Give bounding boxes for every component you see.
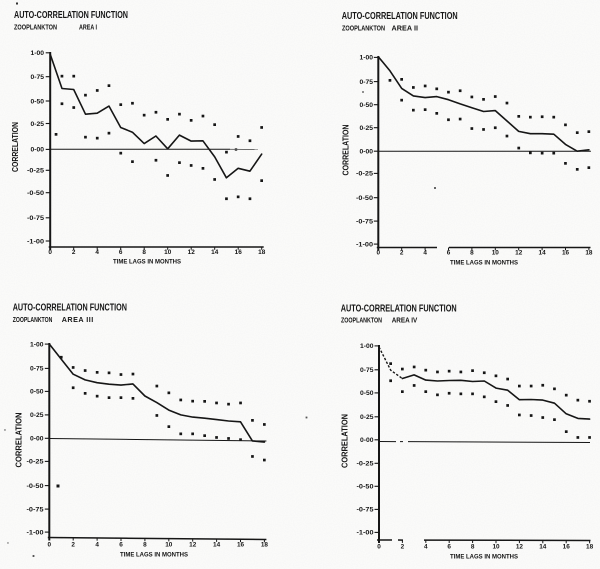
svg-text:1-00: 1-00 — [360, 55, 374, 62]
svg-text:-0-25: -0-25 — [27, 459, 44, 466]
svg-text:12: 12 — [516, 544, 524, 551]
svg-text:0-75: 0-75 — [31, 74, 45, 81]
svg-text:1-00: 1-00 — [31, 50, 45, 57]
svg-text:0-00: 0-00 — [360, 149, 374, 156]
svg-text:0-00: 0-00 — [31, 147, 45, 154]
svg-text:0-50: 0-50 — [360, 390, 374, 397]
svg-text:4: 4 — [423, 250, 427, 257]
svg-text:CORRELATION: CORRELATION — [339, 414, 349, 468]
svg-text:16: 16 — [563, 544, 571, 551]
svg-text:TIME LAGS IN MONTHS: TIME LAGS IN MONTHS — [450, 554, 518, 561]
svg-text:CORRELATION: CORRELATION — [340, 125, 350, 176]
svg-text:4: 4 — [95, 249, 99, 256]
svg-text:-0-25: -0-25 — [356, 171, 373, 178]
svg-text:-0-75: -0-75 — [357, 507, 374, 514]
svg-text:18: 18 — [261, 542, 269, 549]
svg-text:ZOOPLANKTON: ZOOPLANKTON — [342, 23, 385, 32]
svg-text:-0-75: -0-75 — [356, 218, 373, 225]
svg-text:8: 8 — [471, 544, 475, 551]
svg-text:2: 2 — [400, 250, 404, 257]
svg-text:-1-00: -1-00 — [27, 238, 44, 245]
svg-text:-0-75: -0-75 — [27, 215, 44, 222]
svg-text:AREA II: AREA II — [392, 23, 419, 32]
svg-text:6: 6 — [119, 542, 123, 549]
svg-text:-0-50: -0-50 — [27, 483, 44, 490]
svg-text:-1-00: -1-00 — [357, 530, 374, 537]
svg-text:0-75: 0-75 — [360, 79, 374, 86]
svg-text:-0-25: -0-25 — [27, 168, 44, 175]
svg-text:0-25: 0-25 — [31, 121, 45, 128]
svg-text:AUTO-CORRELATION FUNCTION: AUTO-CORRELATION FUNCTION — [14, 10, 128, 21]
svg-text:ZOOPLANKTON: ZOOPLANKTON — [13, 315, 53, 324]
svg-text:14: 14 — [539, 544, 547, 551]
svg-text:8: 8 — [142, 249, 146, 256]
svg-text:-0-50: -0-50 — [357, 484, 374, 491]
svg-text:12: 12 — [188, 249, 196, 256]
svg-text:16: 16 — [235, 249, 243, 256]
svg-text:0-25: 0-25 — [360, 414, 374, 421]
svg-text:0-00: 0-00 — [360, 437, 374, 444]
svg-text:0-50: 0-50 — [360, 102, 374, 109]
svg-text:CORRELATION: CORRELATION — [13, 413, 23, 468]
svg-text:10: 10 — [492, 544, 500, 551]
svg-text:ZOOPLANKTON: ZOOPLANKTON — [341, 315, 382, 324]
svg-text:1-00: 1-00 — [30, 341, 44, 348]
svg-text:TIME LAGS IN MONTHS: TIME LAGS IN MONTHS — [120, 552, 188, 559]
svg-text:AREA III: AREA III — [62, 315, 94, 324]
svg-text:8: 8 — [143, 542, 147, 549]
svg-text:TIME LAGS IN MONTHS: TIME LAGS IN MONTHS — [113, 259, 181, 266]
svg-text:0: 0 — [48, 249, 52, 256]
svg-text:6: 6 — [447, 250, 451, 257]
svg-text:-1-00: -1-00 — [356, 241, 373, 248]
svg-text:2: 2 — [72, 249, 76, 256]
svg-text:AUTO-CORRELATION FUNCTION: AUTO-CORRELATION FUNCTION — [341, 304, 457, 315]
svg-text:10: 10 — [164, 249, 172, 256]
svg-text:18: 18 — [586, 544, 594, 551]
svg-text:AREA I: AREA I — [79, 23, 97, 32]
svg-text:AREA IV: AREA IV — [392, 315, 418, 324]
svg-text:ZOOPLANKTON: ZOOPLANKTON — [14, 23, 57, 32]
svg-text:-1-00: -1-00 — [27, 529, 44, 536]
svg-text:10: 10 — [165, 542, 173, 549]
svg-text:6: 6 — [119, 249, 123, 256]
svg-text:AUTO-CORRELATION FUNCTION: AUTO-CORRELATION FUNCTION — [342, 11, 458, 22]
svg-text:16: 16 — [237, 542, 245, 549]
svg-text:0-50: 0-50 — [31, 98, 45, 105]
svg-text:2: 2 — [71, 542, 75, 549]
svg-text:0: 0 — [48, 542, 52, 549]
svg-text:-0-50: -0-50 — [356, 195, 373, 202]
svg-text:0-50: 0-50 — [30, 389, 44, 396]
svg-text:14: 14 — [539, 250, 547, 257]
svg-text:0-00: 0-00 — [30, 436, 44, 443]
svg-text:0-75: 0-75 — [30, 366, 44, 373]
svg-text:CORRELATION: CORRELATION — [10, 122, 20, 172]
svg-text:14: 14 — [211, 249, 219, 256]
svg-text:12: 12 — [189, 542, 197, 549]
svg-text:0: 0 — [377, 544, 381, 551]
svg-text:0-25: 0-25 — [360, 125, 374, 132]
svg-text:4: 4 — [95, 542, 99, 549]
svg-text:-0-50: -0-50 — [27, 190, 44, 197]
svg-text:-0-75: -0-75 — [27, 506, 44, 513]
svg-text:0-25: 0-25 — [30, 412, 44, 419]
svg-text:18: 18 — [258, 249, 266, 256]
svg-text:0-75: 0-75 — [360, 367, 374, 374]
svg-text:0: 0 — [377, 250, 381, 257]
svg-text:16: 16 — [562, 250, 570, 257]
svg-text:4: 4 — [424, 544, 428, 551]
svg-text:AUTO-CORRELATION FUNCTION: AUTO-CORRELATION FUNCTION — [13, 303, 127, 314]
svg-text:12: 12 — [515, 250, 523, 257]
svg-text:1-00: 1-00 — [360, 343, 374, 350]
svg-text:2: 2 — [401, 544, 405, 551]
svg-text:10: 10 — [492, 250, 500, 257]
svg-text:6: 6 — [447, 544, 451, 551]
svg-text:14: 14 — [213, 542, 221, 549]
svg-text:TIME LAGS IN MONTHS: TIME LAGS IN MONTHS — [450, 260, 518, 267]
svg-text:18: 18 — [585, 250, 593, 257]
svg-text:8: 8 — [470, 250, 474, 257]
svg-text:-0-25: -0-25 — [357, 461, 374, 468]
